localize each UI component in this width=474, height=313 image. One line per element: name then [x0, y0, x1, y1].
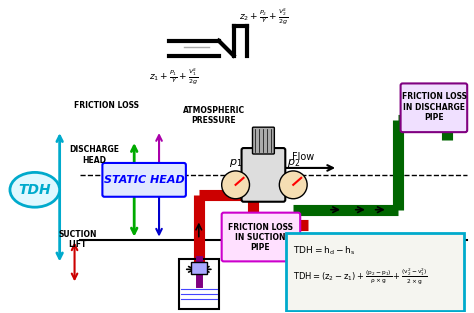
Text: ATMOSPHERIC
PRESSURE: ATMOSPHERIC PRESSURE [182, 105, 245, 125]
Text: FRICTION LOSS
IN DISCHARGE
PIPE: FRICTION LOSS IN DISCHARGE PIPE [402, 92, 467, 122]
Text: FRICTION LOSS: FRICTION LOSS [74, 101, 139, 110]
FancyBboxPatch shape [253, 127, 274, 154]
Text: Flow: Flow [292, 152, 314, 162]
Bar [191, 262, 207, 274]
Text: $z_2+\frac{P_2}{\gamma}+\frac{V_2^2}{2g}$: $z_2+\frac{P_2}{\gamma}+\frac{V_2^2}{2g}… [239, 6, 288, 26]
Circle shape [279, 171, 307, 199]
Text: $p_2$: $p_2$ [287, 157, 300, 169]
FancyBboxPatch shape [401, 84, 467, 132]
Text: $\mathrm{TDH=(z_2-z_1)+\frac{(p_2-p_1)}{\rho \times g}+\frac{(v_2^2-v_1^2)}{2\ti: $\mathrm{TDH=(z_2-z_1)+\frac{(p_2-p_1)}{… [293, 266, 428, 286]
Circle shape [222, 171, 249, 199]
Text: SUCTION
LIFT: SUCTION LIFT [58, 230, 97, 249]
Text: $\mathrm{TDH=h_d-h_s}$: $\mathrm{TDH=h_d-h_s}$ [293, 244, 356, 257]
FancyBboxPatch shape [102, 163, 186, 197]
Text: STATIC HEAD: STATIC HEAD [104, 175, 184, 185]
Text: $z_1+\frac{P_1}{\gamma}+\frac{V_1^2}{2g}$: $z_1+\frac{P_1}{\gamma}+\frac{V_1^2}{2g}… [149, 65, 199, 85]
Text: FRICTION LOSS
IN SUCTION
PIPE: FRICTION LOSS IN SUCTION PIPE [228, 223, 293, 252]
Text: DISCHARGE
HEAD: DISCHARGE HEAD [69, 145, 119, 165]
FancyBboxPatch shape [242, 148, 285, 202]
Ellipse shape [10, 172, 60, 207]
FancyBboxPatch shape [222, 213, 300, 261]
Text: $p_1$: $p_1$ [229, 157, 242, 169]
FancyBboxPatch shape [286, 233, 464, 311]
Text: TDH: TDH [18, 183, 51, 197]
Bar [179, 259, 219, 309]
